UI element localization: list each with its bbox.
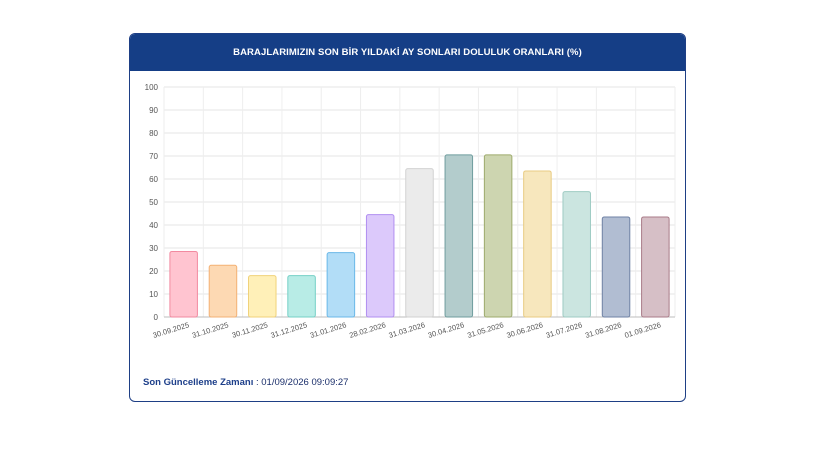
bar <box>601 216 631 318</box>
x-tick-label: 31.07.2026 <box>545 320 584 340</box>
bar <box>326 252 356 318</box>
bar <box>483 154 513 318</box>
y-tick-label: 50 <box>149 198 158 207</box>
x-tick-label: 28.02.2026 <box>348 320 387 340</box>
x-tick-label: 30.04.2026 <box>427 320 466 340</box>
y-tick-label: 70 <box>149 152 158 161</box>
last-update-separator: : <box>253 377 262 388</box>
y-tick-label: 0 <box>154 313 159 322</box>
bar-chart: 0 10 20 30 40 50 60 70 80 90 100 30.09.2025 31.10.20… <box>145 83 676 340</box>
y-tick-label: 20 <box>149 267 158 276</box>
x-tick-label: 31.03.2026 <box>388 320 427 340</box>
bar <box>287 275 316 318</box>
bar <box>562 191 591 318</box>
bar <box>365 214 395 318</box>
y-tick-label: 30 <box>149 244 158 253</box>
x-tick-label: 31.12.2025 <box>270 320 309 340</box>
y-tick-label: 80 <box>149 129 158 138</box>
y-tick-label: 100 <box>145 83 159 92</box>
chart-title: BARAJLARIMIZIN SON BİR YILDAKİ AY SONLAR… <box>130 34 685 71</box>
y-tick-label: 60 <box>149 175 158 184</box>
last-update-value: 01/09/2026 09:09:27 <box>261 377 349 388</box>
y-tick-label: 10 <box>149 290 158 299</box>
x-tick-label: 31.05.2026 <box>466 320 505 340</box>
bar <box>444 154 474 318</box>
bar <box>523 170 552 318</box>
x-tick-label: 31.08.2026 <box>584 320 623 340</box>
x-tick-label: 31.01.2026 <box>309 320 348 340</box>
bar <box>641 216 670 318</box>
last-update: Son Güncelleme Zamanı : 01/09/2026 09:09… <box>143 377 348 388</box>
x-tick-label: 30.11.2025 <box>231 320 269 339</box>
bar <box>248 275 277 318</box>
x-tick-label: 30.09.2025 <box>152 320 191 340</box>
chart-card: BARAJLARIMIZIN SON BİR YILDAKİ AY SONLAR… <box>129 33 686 402</box>
y-tick-label: 90 <box>149 106 158 115</box>
last-update-label: Son Güncelleme Zamanı <box>143 377 254 388</box>
y-tick-label: 40 <box>149 221 158 230</box>
bar <box>405 168 434 318</box>
x-tick-label: 30.06.2026 <box>505 320 544 340</box>
bar <box>169 250 198 318</box>
x-tick-label: 01.09.2026 <box>623 320 662 340</box>
bar <box>208 264 238 318</box>
x-tick-label: 31.10.2025 <box>191 320 230 340</box>
